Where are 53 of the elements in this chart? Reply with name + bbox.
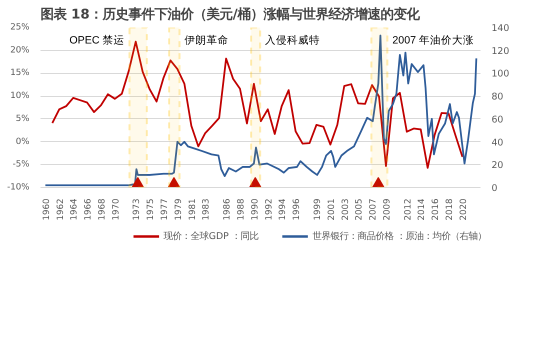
x-tick-label: 1992 bbox=[264, 198, 274, 221]
x-tick-label: 1970 bbox=[111, 198, 122, 221]
x-tick-label: 2001 bbox=[326, 198, 337, 221]
y2-tick-label: 100 bbox=[492, 68, 510, 80]
x-tick-label: 1981 bbox=[188, 198, 198, 221]
x-tick-label: 1999 bbox=[312, 198, 323, 221]
x-tick-label: 1977 bbox=[160, 198, 170, 221]
x-tick-label: 1975 bbox=[146, 198, 156, 221]
band-label: 伊朗革命 bbox=[184, 33, 229, 46]
y-tick-label: -5% bbox=[12, 160, 30, 170]
x-tick-label: 2016 bbox=[431, 198, 442, 221]
y2-tick-label: 120 bbox=[492, 46, 510, 57]
y2-tick-label: 140 bbox=[492, 23, 510, 34]
y2-tick-label: 40 bbox=[492, 137, 504, 148]
x-tick-label: 1964 bbox=[70, 198, 80, 221]
band-label: OPEC 禁运 bbox=[69, 33, 124, 46]
x-tick-label: 1988 bbox=[236, 198, 246, 221]
legend-label: 现价：全球GDP ：同比 bbox=[164, 231, 259, 242]
x-tick-label: 1990 bbox=[250, 198, 260, 221]
y-tick-label: 0% bbox=[16, 136, 30, 147]
x-tick-label: 2020 bbox=[458, 198, 469, 221]
line-series bbox=[44, 34, 478, 186]
x-tick-label: 1996 bbox=[292, 198, 302, 221]
y-tick-label: 25% bbox=[10, 22, 30, 32]
y2-tick-label: 60 bbox=[492, 114, 504, 126]
x-tick-label: 1973 bbox=[132, 198, 142, 221]
legend-label: 世界银行：商品价格 ：原油：均价（右轴） bbox=[312, 231, 486, 242]
chart-title: 图表 18：历史事件下油价（美元/桶）涨幅与世界经济增速的变化 bbox=[40, 6, 421, 22]
y2-tick-label: 80 bbox=[492, 92, 504, 103]
x-tick-label: 2003 bbox=[340, 198, 351, 221]
x-tick-label: 2012 bbox=[403, 198, 414, 221]
y-tick-label: 10% bbox=[10, 91, 30, 102]
y-tick-label: 20% bbox=[10, 45, 30, 56]
x-tick-label: 1960 bbox=[42, 198, 52, 221]
x-tick-label: 2014 bbox=[417, 198, 428, 221]
x-tick-label: 2018 bbox=[445, 198, 456, 221]
y-tick-label: 15% bbox=[10, 68, 30, 78]
x-tick-label: 1968 bbox=[97, 198, 108, 221]
y2-tick-label: 20 bbox=[492, 160, 504, 172]
y-tick-label: -10% bbox=[7, 182, 30, 192]
y-tick-label: 5% bbox=[16, 114, 30, 124]
band-label: 入侵科威特 bbox=[265, 33, 320, 46]
x-tick-label: 1986 bbox=[222, 198, 233, 221]
x-tick-label: 1979 bbox=[174, 198, 184, 221]
band-label: 2007 年油价大涨 bbox=[392, 33, 474, 46]
x-tick-label: 2009 bbox=[382, 198, 392, 221]
x-tick-label: 2005 bbox=[354, 198, 365, 221]
y2-tick-label: 0 bbox=[492, 183, 498, 194]
x-tick-label: 2007 bbox=[368, 198, 379, 221]
x-tick-label: 1983 bbox=[202, 198, 212, 221]
x-tick-label: 1966 bbox=[84, 198, 94, 221]
x-tick-label: 1994 bbox=[278, 198, 288, 221]
x-tick-label: 1962 bbox=[56, 198, 66, 221]
